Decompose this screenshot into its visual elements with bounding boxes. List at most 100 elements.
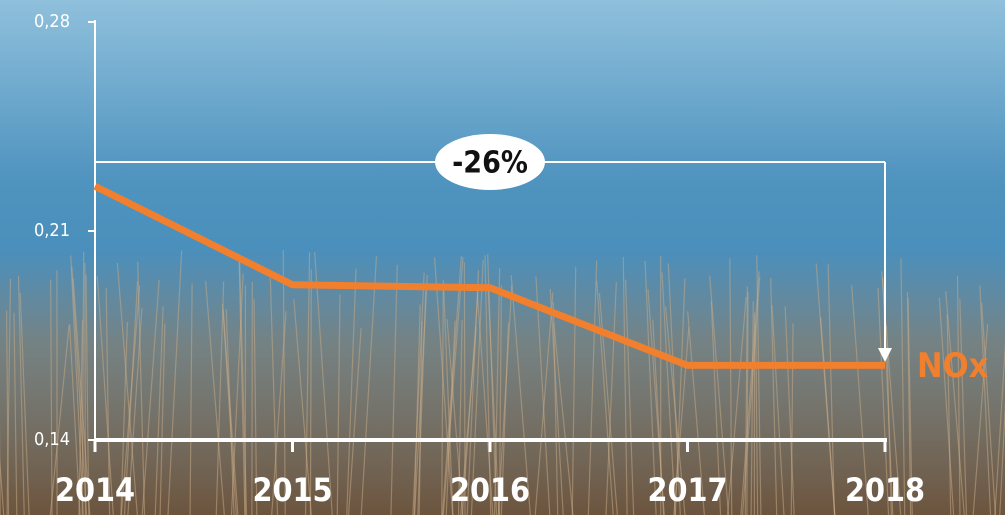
reed (907, 297, 913, 515)
reed (293, 299, 312, 515)
reed (445, 320, 456, 515)
reed (17, 275, 25, 515)
reed (309, 269, 312, 515)
reed (756, 255, 762, 515)
reed (687, 311, 705, 515)
reed (84, 263, 87, 515)
reed (500, 322, 510, 515)
reed (771, 305, 785, 515)
x-tick-label: 2014 (55, 471, 135, 509)
reed (661, 272, 676, 515)
reed (510, 275, 531, 515)
reed (205, 281, 225, 515)
reed (159, 323, 166, 515)
reed (215, 281, 225, 515)
y-tick-label: 0,14 (34, 429, 70, 450)
reed (6, 278, 12, 515)
reed (784, 306, 795, 515)
reed (938, 297, 955, 515)
reed (346, 268, 357, 515)
reed (674, 278, 686, 515)
reed (253, 299, 258, 515)
reed (900, 258, 906, 515)
reed (487, 283, 500, 515)
reed (647, 289, 665, 515)
reed (534, 292, 554, 515)
reed (70, 255, 84, 515)
reed (336, 294, 341, 515)
reed (906, 292, 912, 515)
reed (238, 259, 248, 515)
reed (19, 292, 30, 515)
reed (49, 325, 70, 515)
reed (820, 317, 836, 515)
bracket-arrow (878, 348, 892, 362)
reed (154, 306, 164, 515)
reed (189, 283, 193, 515)
reed (413, 304, 421, 515)
reed (225, 309, 235, 515)
reed (624, 279, 635, 515)
reed (470, 259, 484, 515)
reed (71, 266, 88, 515)
reed (72, 278, 91, 515)
x-tick-label: 2016 (450, 471, 530, 509)
reed (418, 321, 423, 515)
reed (571, 267, 577, 515)
reed (390, 264, 398, 515)
reed (827, 264, 835, 515)
reed (959, 298, 968, 515)
reed (466, 270, 480, 515)
reed (726, 297, 747, 515)
reed (972, 324, 989, 515)
annotation-bubble (435, 134, 545, 190)
reed (498, 285, 503, 515)
reed (945, 291, 965, 515)
reed (994, 340, 1005, 515)
reed (116, 263, 138, 515)
reed (770, 278, 778, 515)
reed (553, 323, 574, 515)
reed (882, 277, 894, 515)
reed-strokes (0, 249, 1005, 515)
line (93, 183, 885, 369)
reed (414, 274, 428, 515)
reed (664, 306, 686, 515)
reed (598, 293, 618, 515)
reed (68, 324, 81, 515)
reed (441, 280, 444, 515)
reed (549, 288, 564, 515)
y-tick-label: 0,21 (34, 220, 70, 241)
reed (605, 282, 617, 515)
reed (123, 281, 139, 515)
x-tick-label: 2017 (647, 471, 727, 509)
reed (750, 301, 754, 515)
x-tick-label: 2015 (252, 471, 332, 509)
reed (729, 258, 733, 515)
reed (710, 301, 722, 515)
reed (412, 272, 425, 515)
reed (5, 310, 10, 515)
reed (167, 250, 183, 515)
reed (446, 319, 464, 515)
reed (755, 323, 759, 515)
reed (979, 285, 992, 515)
reed (946, 314, 952, 515)
reed (105, 288, 111, 515)
x-tick-label: 2018 (845, 471, 925, 509)
y-tick-label: 0,28 (34, 11, 70, 32)
reed (877, 287, 890, 515)
reed (476, 294, 494, 515)
reed (85, 274, 90, 515)
reed (137, 261, 146, 515)
reed (851, 285, 869, 515)
annotation: -26% (452, 146, 528, 181)
reed (457, 319, 463, 515)
reed (13, 312, 18, 515)
reed (644, 260, 657, 515)
reed (50, 279, 53, 515)
reed (81, 251, 85, 515)
reed (347, 328, 362, 515)
reed (790, 323, 794, 515)
